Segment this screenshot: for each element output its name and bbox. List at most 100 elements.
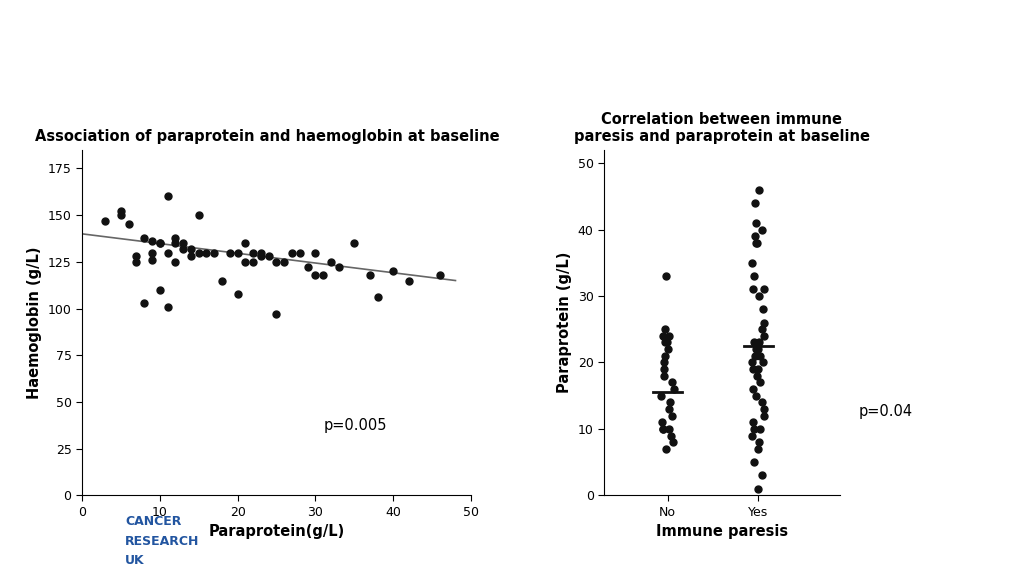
Point (260, 252, 276, 261)
Point (190, 211, 207, 220)
Point (754, 397, 770, 407)
Point (756, 411, 772, 420)
Point (121, 220, 137, 229)
Point (113, 211, 129, 220)
Point (746, 457, 763, 467)
Text: ▲UCL: ▲UCL (901, 535, 963, 554)
Point (152, 238, 168, 248)
Point (128, 257, 144, 267)
Text: Association of paraprotein and haemoglobin at baseline: Association of paraprotein and haemoglob… (35, 130, 500, 145)
Point (238, 238, 254, 248)
Point (182, 252, 199, 261)
Point (143, 255, 160, 264)
Point (749, 218, 765, 228)
Point (666, 384, 682, 393)
Point (307, 248, 324, 257)
Point (746, 271, 763, 281)
Point (748, 232, 764, 241)
Point (361, 270, 378, 279)
Point (253, 252, 269, 261)
Text: CANCER: CANCER (125, 516, 181, 528)
Point (214, 276, 230, 285)
Y-axis label: Haemoglobin (g/L): Haemoglobin (g/L) (27, 247, 42, 399)
Point (160, 302, 176, 311)
Point (664, 378, 680, 387)
Text: p=0.005: p=0.005 (324, 418, 387, 433)
Point (167, 257, 183, 267)
Point (750, 484, 766, 493)
Point (745, 338, 762, 347)
X-axis label: Immune paresis: Immune paresis (655, 524, 788, 539)
Point (656, 338, 673, 347)
Text: p=0.04: p=0.04 (858, 404, 912, 419)
Point (229, 248, 246, 257)
Point (659, 344, 676, 354)
Point (160, 192, 176, 201)
Point (745, 365, 762, 374)
Point (175, 238, 191, 248)
Point (752, 438, 768, 447)
Point (190, 248, 207, 257)
Point (655, 371, 672, 380)
Point (754, 225, 770, 234)
Point (745, 425, 762, 434)
Point (752, 425, 768, 434)
Point (292, 248, 308, 257)
Point (136, 298, 153, 308)
Point (245, 257, 261, 267)
Point (152, 238, 168, 248)
Point (751, 344, 767, 354)
Text: RESEARCH: RESEARCH (125, 535, 200, 548)
Point (143, 237, 160, 246)
Text: UK: UK (125, 554, 145, 567)
Point (756, 331, 772, 340)
Point (276, 257, 293, 267)
Point (268, 309, 285, 319)
Point (662, 397, 678, 407)
Point (284, 248, 300, 257)
Point (748, 344, 764, 354)
Point (136, 233, 153, 242)
Point (268, 257, 285, 267)
Point (655, 425, 672, 434)
Point (656, 351, 673, 361)
Point (748, 198, 764, 207)
Point (199, 248, 215, 257)
Point (750, 365, 766, 374)
Point (744, 418, 761, 427)
Point (653, 418, 670, 427)
Point (744, 358, 761, 367)
Point (751, 338, 767, 347)
Point (245, 248, 261, 257)
Point (755, 358, 771, 367)
Point (756, 318, 772, 327)
Point (752, 291, 768, 301)
Point (654, 331, 671, 340)
Point (656, 325, 673, 334)
Point (748, 391, 764, 400)
Text: On correlative analysis haemoglobin level and presence of immune
paresis were si: On correlative analysis haemoglobin leve… (104, 39, 920, 88)
Point (331, 263, 347, 272)
Point (143, 248, 160, 257)
Point (657, 444, 674, 453)
Point (655, 365, 672, 374)
Point (253, 248, 269, 257)
Point (663, 431, 679, 440)
Point (167, 238, 183, 248)
Point (744, 384, 761, 393)
Point (346, 238, 362, 248)
Point (97, 216, 114, 225)
Point (751, 444, 767, 453)
Point (167, 233, 183, 242)
Point (221, 248, 238, 257)
Point (238, 257, 254, 267)
Point (315, 270, 332, 279)
Point (655, 358, 672, 367)
Title: Correlation between immune
paresis and paraprotein at baseline: Correlation between immune paresis and p… (573, 112, 870, 145)
Point (160, 248, 176, 257)
Point (744, 285, 761, 294)
Point (206, 248, 222, 257)
X-axis label: Paraprotein(g/L): Paraprotein(g/L) (208, 524, 345, 539)
Point (660, 404, 677, 414)
Point (666, 438, 682, 447)
